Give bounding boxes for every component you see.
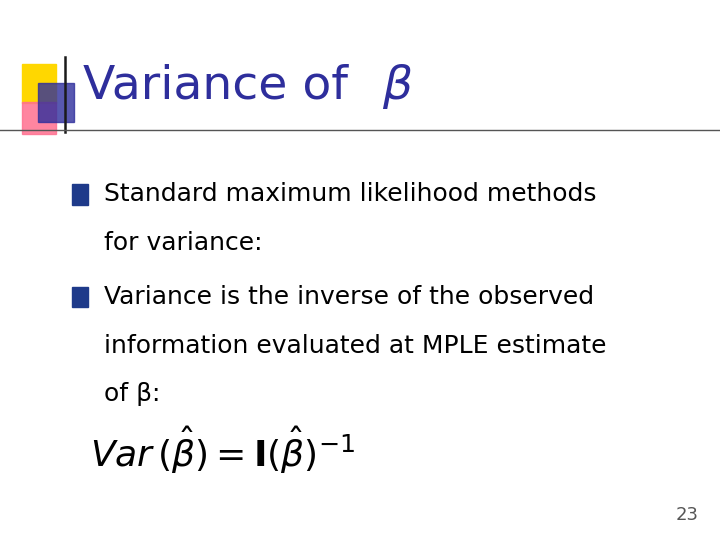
Bar xyxy=(22,64,56,103)
Text: Variance is the inverse of the observed: Variance is the inverse of the observed xyxy=(104,285,595,309)
Text: for variance:: for variance: xyxy=(104,231,263,255)
Text: Variance of: Variance of xyxy=(83,64,363,109)
Text: of β:: of β: xyxy=(104,382,161,406)
Bar xyxy=(22,102,56,134)
Text: β: β xyxy=(382,64,412,109)
Text: Standard maximum likelihood methods: Standard maximum likelihood methods xyxy=(104,183,597,206)
Bar xyxy=(72,287,88,307)
Bar xyxy=(38,83,74,122)
Text: $\mathit{Var}\,(\hat{\beta}) = \mathbf{I}(\hat{\beta})^{-1}$: $\mathit{Var}\,(\hat{\beta}) = \mathbf{I… xyxy=(90,426,355,476)
Text: 23: 23 xyxy=(675,506,698,524)
Bar xyxy=(72,184,88,205)
Text: information evaluated at MPLE estimate: information evaluated at MPLE estimate xyxy=(104,334,607,357)
